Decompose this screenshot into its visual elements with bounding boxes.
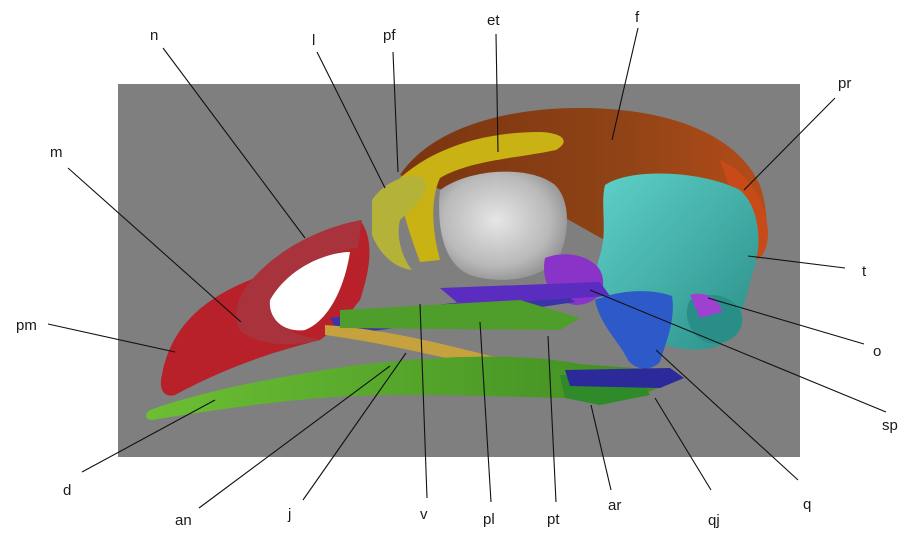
label-ar: ar: [608, 497, 621, 514]
label-m: m: [50, 144, 63, 161]
leader-line-l: [316, 51, 386, 189]
leader-line-o: [707, 297, 865, 345]
label-sp: sp: [882, 417, 898, 434]
leader-line-d: [81, 399, 216, 473]
label-pf: pf: [383, 27, 396, 44]
label-n: n: [150, 27, 158, 44]
leader-line-j: [302, 352, 407, 501]
label-qj: qj: [708, 512, 720, 529]
leader-line-qj: [654, 397, 712, 491]
leader-line-q: [655, 349, 799, 481]
leader-line-n: [162, 47, 306, 239]
leader-line-sp: [589, 289, 887, 413]
label-et: et: [487, 12, 500, 29]
label-t: t: [862, 263, 867, 280]
leader-line-pl: [479, 321, 492, 503]
leader-line-v: [419, 303, 428, 499]
label-q: q: [803, 496, 811, 513]
leader-line-m: [67, 167, 242, 323]
leader-line-f: [611, 27, 639, 141]
label-v: v: [420, 506, 428, 523]
label-pr: pr: [838, 75, 851, 92]
skull-model: [146, 108, 768, 420]
label-j: j: [287, 506, 291, 523]
leader-line-an: [198, 365, 391, 509]
leader-line-pm: [47, 323, 176, 353]
leader-lines: [47, 27, 887, 509]
label-f: f: [635, 9, 640, 26]
labels: n l pf et f pr m pm t o sp d an j v pl p…: [16, 9, 898, 529]
label-pl: pl: [483, 511, 495, 528]
label-pt: pt: [547, 511, 560, 528]
label-o: o: [873, 343, 881, 360]
label-an: an: [175, 512, 192, 529]
leader-line-pt: [547, 335, 557, 503]
leader-line-ar: [590, 404, 612, 491]
leader-line-et: [495, 33, 499, 153]
leader-line-pf: [392, 51, 399, 173]
leader-line-t: [747, 255, 846, 269]
leader-line-pr: [743, 97, 836, 191]
label-pm: pm: [16, 317, 37, 334]
label-l: l: [312, 32, 315, 49]
label-d: d: [63, 482, 71, 499]
